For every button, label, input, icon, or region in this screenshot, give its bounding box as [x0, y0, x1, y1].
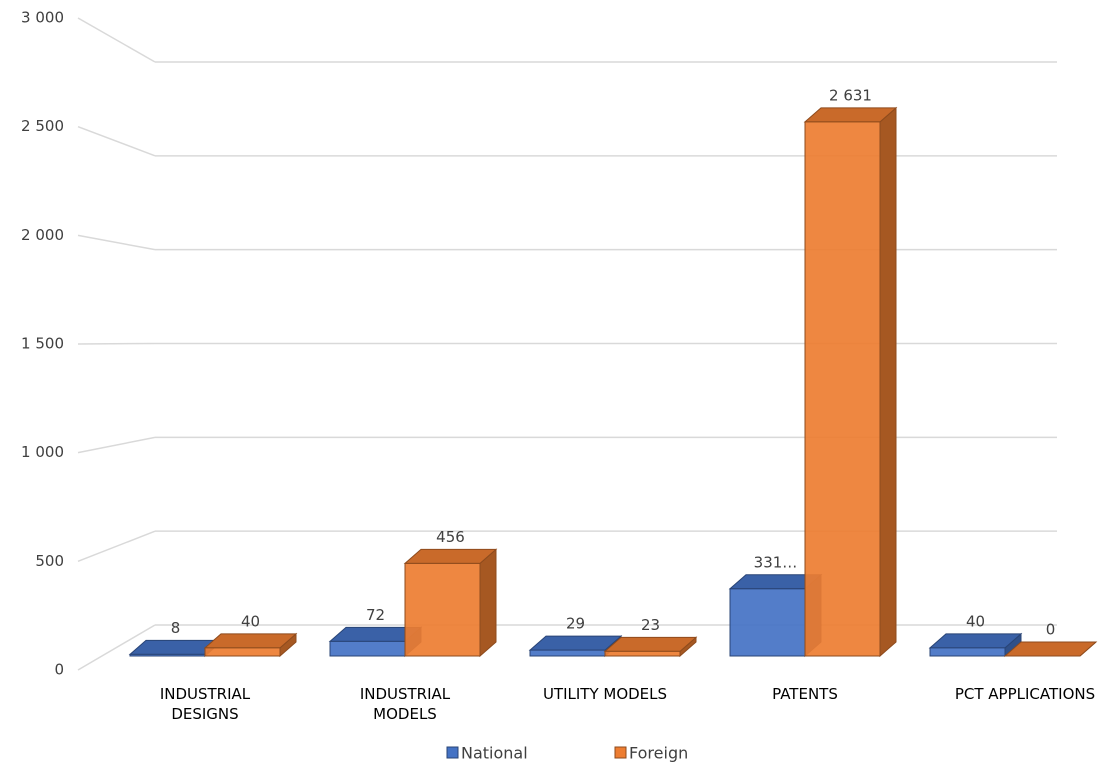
x-tick-label: PATENTS: [772, 685, 838, 703]
bar: [604, 650, 681, 657]
data-label: 23: [641, 616, 660, 634]
bar: [204, 647, 281, 657]
grid-line-side: [77, 436, 156, 454]
data-label: 72: [366, 606, 385, 624]
data-label: 2 631: [829, 86, 872, 104]
data-label: 8: [171, 619, 181, 637]
bar: [329, 640, 406, 657]
legend-label: Foreign: [629, 744, 688, 763]
grid-line-side: [77, 624, 156, 671]
bar-top: [928, 633, 1023, 649]
bar-top: [403, 548, 498, 564]
legend-label: National: [461, 744, 528, 763]
x-tick-label: PCT APPLICATIONS: [954, 685, 1096, 703]
y-tick-label: 0: [54, 661, 64, 679]
grid-line-side: [77, 342, 156, 345]
y-tick-label: 500: [35, 552, 64, 570]
data-label: 40: [241, 612, 260, 630]
bar-top: [528, 635, 623, 651]
bar-side: [879, 106, 897, 658]
data-label: 331…: [754, 553, 798, 571]
grid-line-side: [77, 234, 156, 251]
x-tick-label: INDUSTRIAL MODELS: [359, 685, 451, 723]
y-tick-label: 1 000: [21, 443, 64, 461]
grid-line-side: [77, 125, 156, 157]
bar: [129, 653, 206, 657]
y-tick-label: 2 000: [21, 226, 64, 244]
bar-top: [803, 107, 898, 123]
data-label: 40: [966, 612, 985, 630]
legend-swatch: [446, 746, 459, 759]
legend-swatch: [614, 746, 627, 759]
x-tick-label: UTILITY MODELS: [542, 685, 668, 703]
bar: [404, 562, 481, 657]
x-tick-label: INDUSTRIAL DESIGNS: [159, 685, 251, 723]
y-tick-label: 3 000: [21, 9, 64, 27]
bar: [529, 649, 606, 657]
y-tick-label: 1 500: [21, 335, 64, 353]
data-label: 0: [1046, 621, 1056, 639]
bar-top: [1003, 641, 1098, 657]
bar-top: [203, 633, 298, 649]
bar: [929, 647, 1006, 657]
bar-top: [603, 636, 698, 652]
grid-line-side: [77, 17, 156, 63]
grid-line-side: [77, 530, 156, 563]
bar: [729, 588, 806, 657]
y-tick-label: 2 500: [21, 117, 64, 135]
bar-side: [479, 548, 497, 658]
data-label: 456: [436, 528, 465, 546]
data-label: 29: [566, 615, 585, 633]
bar: [804, 121, 881, 657]
